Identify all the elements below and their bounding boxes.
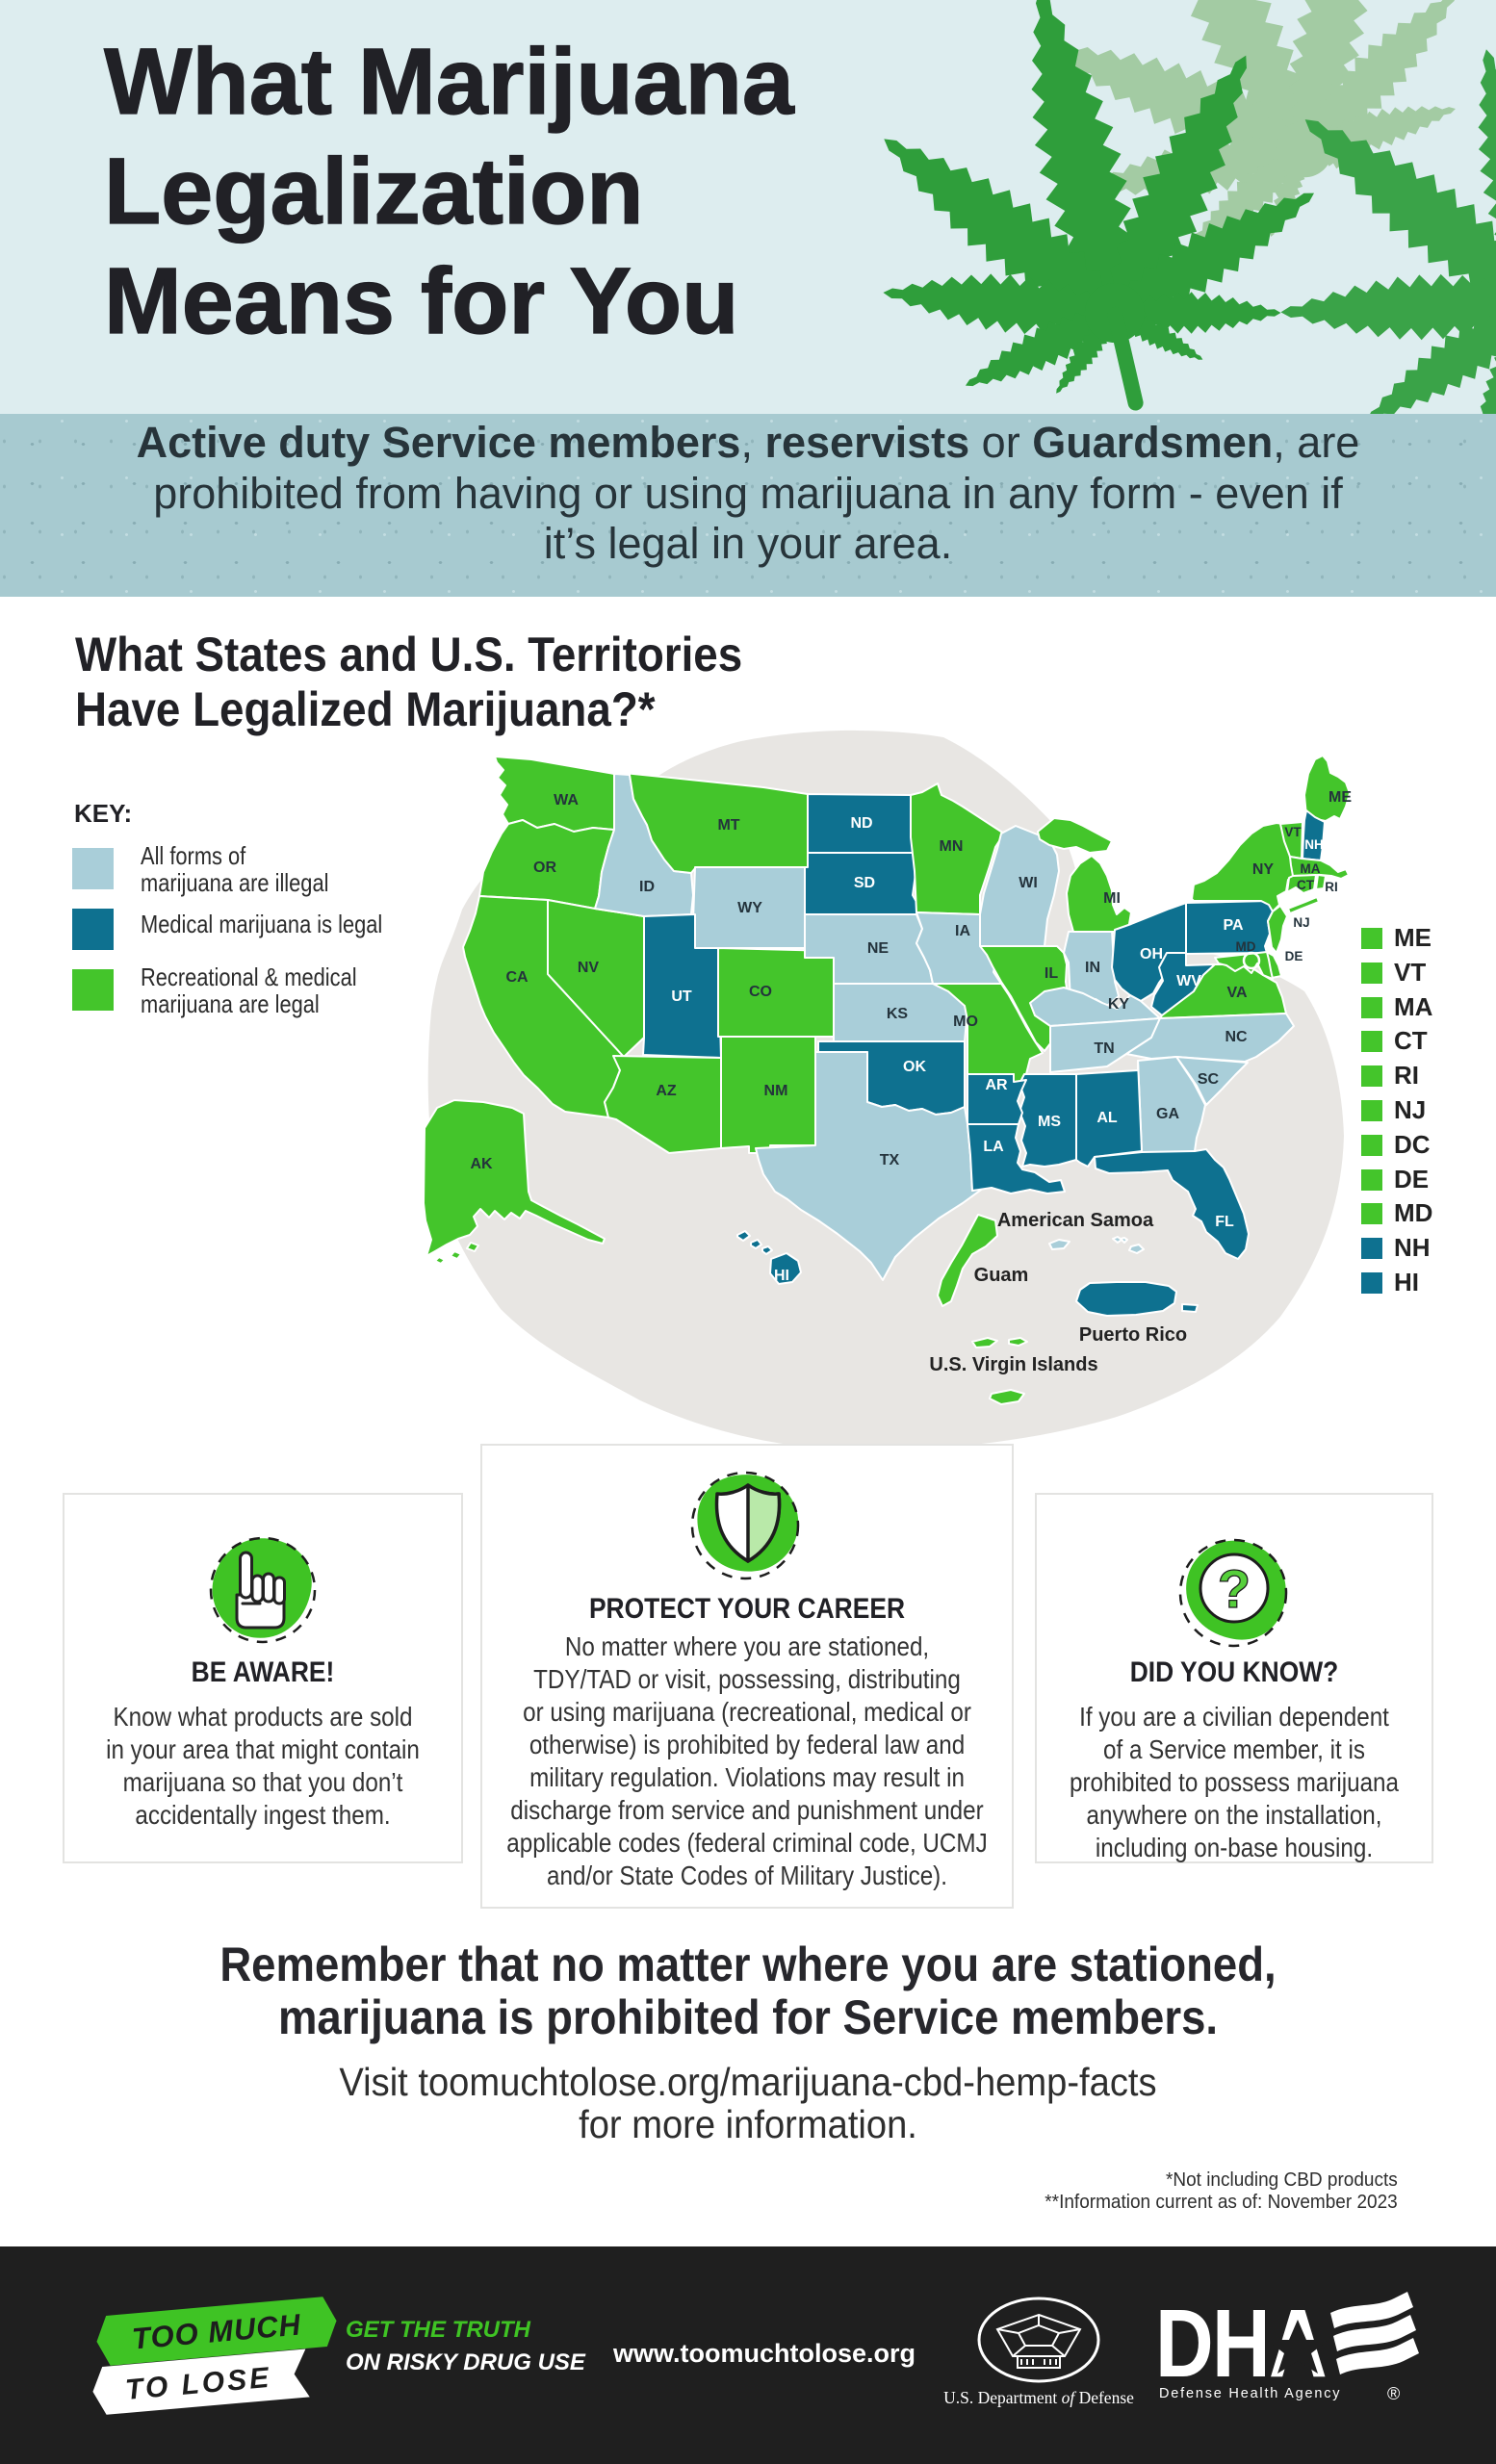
svg-text:Defense Health Agency: Defense Health Agency: [1159, 2386, 1341, 2401]
svg-text:DE: DE: [1285, 949, 1303, 963]
svg-text:HI: HI: [1394, 1268, 1419, 1296]
svg-text:TX: TX: [880, 1152, 900, 1168]
svg-text:HI: HI: [774, 1268, 789, 1284]
svg-text:GET THE TRUTH: GET THE TRUTH: [346, 2317, 531, 2343]
svg-text:NC: NC: [1225, 1029, 1248, 1045]
svg-text:DC: DC: [1394, 1130, 1431, 1159]
svg-text:TN: TN: [1094, 1040, 1114, 1057]
svg-text:OH: OH: [1140, 946, 1163, 962]
svg-text:NM: NM: [764, 1083, 788, 1099]
svg-text:IL: IL: [1045, 965, 1058, 982]
svg-text:FL: FL: [1215, 1214, 1234, 1230]
svg-text:NV: NV: [578, 960, 600, 976]
svg-text:CT: CT: [1394, 1026, 1428, 1055]
svg-text:®: ®: [1387, 2384, 1400, 2403]
svg-text:U.S. Department of Defense: U.S. Department of Defense: [943, 2388, 1134, 2407]
svg-text:ME: ME: [1328, 789, 1352, 806]
svg-text:SD: SD: [854, 875, 875, 891]
svg-text:WA: WA: [554, 792, 579, 808]
svg-text:IA: IA: [955, 923, 970, 939]
svg-text:Puerto Rico: Puerto Rico: [1079, 1324, 1187, 1346]
svg-text:MD: MD: [1236, 939, 1256, 954]
svg-text:NJ: NJ: [1394, 1095, 1426, 1124]
svg-text:www.toomuchtolose.org: www.toomuchtolose.org: [612, 2339, 916, 2368]
svg-text:MA: MA: [1394, 992, 1433, 1021]
svg-text:?: ?: [1218, 1558, 1251, 1619]
svg-text:NY: NY: [1252, 861, 1275, 878]
svg-text:VT: VT: [1284, 825, 1302, 839]
svg-text:AR: AR: [985, 1077, 1008, 1093]
svg-text:MS: MS: [1038, 1114, 1061, 1130]
svg-text:AL: AL: [1096, 1110, 1118, 1126]
svg-text:ME: ME: [1394, 923, 1432, 952]
svg-text:RI: RI: [1394, 1061, 1419, 1090]
svg-text:SC: SC: [1198, 1071, 1220, 1088]
svg-text:NH: NH: [1304, 837, 1324, 852]
svg-text:WI: WI: [1019, 875, 1038, 891]
svg-text:DE: DE: [1394, 1165, 1429, 1194]
svg-text:WY: WY: [737, 900, 762, 916]
svg-text:LA: LA: [983, 1139, 1004, 1155]
svg-text:CA: CA: [505, 969, 529, 986]
svg-text:MN: MN: [940, 838, 964, 855]
svg-text:GA: GA: [1156, 1106, 1179, 1122]
svg-text:American Samoa: American Samoa: [997, 1210, 1154, 1231]
svg-text:MA: MA: [1301, 861, 1321, 876]
svg-text:WV: WV: [1176, 973, 1201, 989]
svg-text:U.S. Virgin Islands: U.S. Virgin Islands: [929, 1354, 1097, 1375]
svg-text:ON RISKY DRUG USE: ON RISKY DRUG USE: [346, 2349, 586, 2375]
svg-text:RI: RI: [1325, 880, 1338, 894]
svg-text:PA: PA: [1223, 917, 1243, 934]
svg-text:MT: MT: [717, 817, 739, 834]
svg-text:NH: NH: [1394, 1233, 1431, 1262]
svg-text:UT: UT: [671, 988, 692, 1005]
svg-text:VT: VT: [1394, 958, 1426, 987]
svg-text:NJ: NJ: [1293, 915, 1309, 930]
svg-text:NE: NE: [867, 940, 890, 957]
svg-text:CT: CT: [1297, 878, 1315, 892]
svg-text:CO: CO: [749, 984, 772, 1000]
svg-text:MI: MI: [1103, 890, 1121, 907]
svg-text:MO: MO: [953, 1014, 978, 1030]
svg-text:OK: OK: [903, 1059, 926, 1075]
svg-text:KY: KY: [1108, 996, 1130, 1013]
svg-text:KS: KS: [887, 1006, 909, 1022]
svg-text:IN: IN: [1085, 960, 1100, 976]
svg-text:OR: OR: [533, 860, 556, 876]
svg-text:ID: ID: [639, 879, 655, 895]
svg-text:AK: AK: [470, 1156, 493, 1172]
svg-text:AZ: AZ: [656, 1083, 677, 1099]
svg-text:MD: MD: [1394, 1198, 1432, 1227]
svg-text:ND: ND: [850, 815, 872, 832]
svg-text:Guam: Guam: [974, 1265, 1029, 1286]
svg-text:VA: VA: [1226, 985, 1247, 1001]
